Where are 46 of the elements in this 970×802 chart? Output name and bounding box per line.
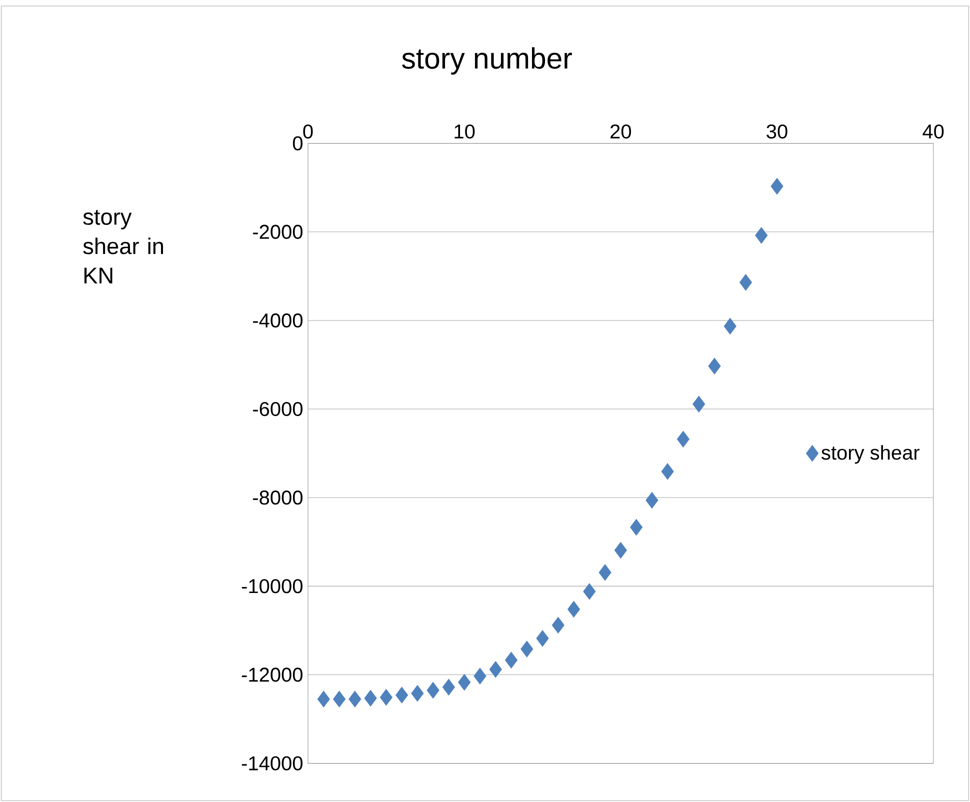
y-tick-label: -6000 [253, 402, 302, 416]
point [426, 682, 440, 699]
point [520, 640, 534, 658]
x-tick-label: 0 [303, 124, 313, 139]
x-tick-label: 40 [922, 124, 944, 139]
point [489, 661, 502, 678]
point [348, 690, 362, 708]
x-tick-label: 10 [454, 124, 475, 139]
point [442, 678, 455, 696]
y-tick-label: -12000 [242, 668, 302, 682]
x-axis-title: story number [402, 47, 572, 75]
point [661, 463, 674, 480]
point [567, 600, 580, 618]
point [552, 616, 564, 634]
x-tick-label: 20 [610, 124, 631, 139]
point [770, 178, 784, 195]
point [504, 652, 518, 668]
legend-label: story shear [822, 445, 920, 464]
y-tick-label: -2000 [253, 224, 302, 239]
point [458, 674, 471, 691]
y-tick-label: -8000 [253, 490, 302, 505]
point [755, 227, 768, 244]
y-axis-title: story shear in KN [83, 210, 163, 284]
point [724, 318, 736, 334]
y-tick-label: -4000 [253, 313, 302, 328]
y-tick-label: -14000 [242, 756, 302, 770]
point [536, 630, 549, 647]
point [676, 430, 690, 448]
x-tick-label: 30 [766, 124, 788, 139]
point [411, 685, 424, 702]
point [614, 542, 627, 559]
point [646, 492, 658, 509]
point [364, 690, 377, 706]
point [380, 689, 392, 706]
point [333, 690, 346, 708]
y-tick-label: -10000 [242, 579, 302, 594]
point [598, 564, 612, 581]
point [739, 274, 752, 291]
point [708, 358, 721, 374]
point [396, 686, 408, 704]
point [692, 396, 706, 412]
point [583, 583, 596, 600]
point [630, 519, 643, 536]
point [474, 668, 486, 684]
point [317, 690, 330, 708]
y-tick-label: 0 [292, 136, 302, 150]
